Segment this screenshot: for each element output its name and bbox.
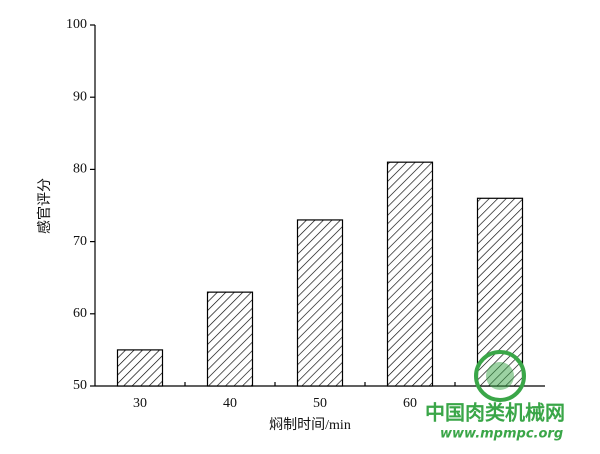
watermark-title: 中国肉类机械网 — [425, 401, 565, 425]
y-tick-label: 60 — [73, 306, 87, 321]
x-tick-label: 50 — [313, 396, 327, 411]
y-axis-label: 感官评分 — [36, 178, 53, 234]
plot-area: 50 60 70 80 90 100 30 40 50 60 — [66, 17, 545, 411]
y-tick-label: 50 — [73, 378, 87, 393]
bar — [206, 291, 254, 387]
x-tick-label: 60 — [403, 396, 417, 411]
x-axis-label: 焖制时间/min — [269, 417, 351, 433]
y-tick-label: 90 — [73, 89, 87, 104]
y-tick-label: 80 — [73, 162, 87, 177]
bar — [116, 349, 164, 387]
bar — [386, 161, 434, 387]
watermark-logo — [474, 350, 526, 402]
bar — [296, 219, 344, 387]
x-tick-label: 30 — [133, 396, 147, 411]
x-tick-label: 40 — [223, 396, 237, 411]
y-tick-label: 100 — [66, 17, 87, 32]
y-tick-label: 70 — [73, 234, 87, 249]
bar — [476, 197, 524, 387]
watermark-url: www.mpmpc.org — [440, 427, 563, 442]
